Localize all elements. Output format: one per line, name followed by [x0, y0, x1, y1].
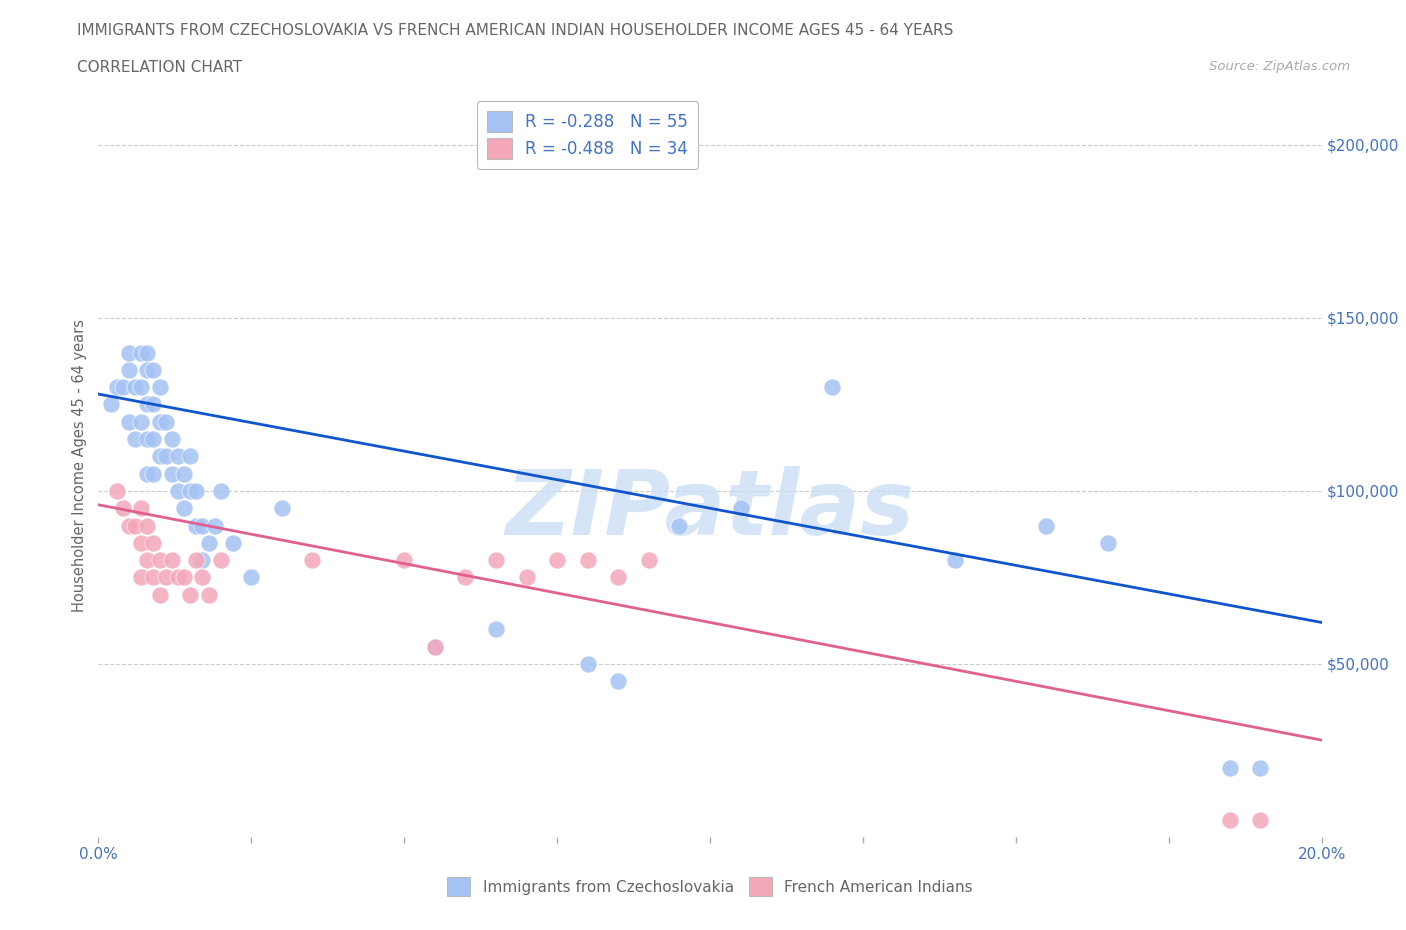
- Point: [1097, 536, 1119, 551]
- Point: [301, 552, 323, 567]
- Point: [516, 570, 538, 585]
- Point: [179, 449, 201, 464]
- Point: [111, 501, 134, 516]
- Point: [576, 657, 599, 671]
- Point: [191, 570, 214, 585]
- Point: [105, 484, 128, 498]
- Text: ZIPatlas: ZIPatlas: [506, 466, 914, 553]
- Y-axis label: Householder Income Ages 45 - 64 years: Householder Income Ages 45 - 64 years: [72, 318, 87, 612]
- Point: [118, 345, 141, 360]
- Point: [821, 379, 844, 394]
- Point: [160, 432, 183, 446]
- Point: [668, 518, 690, 533]
- Point: [142, 397, 165, 412]
- Point: [179, 588, 201, 603]
- Point: [149, 449, 172, 464]
- Point: [100, 397, 122, 412]
- Point: [1219, 812, 1241, 827]
- Point: [136, 345, 159, 360]
- Point: [186, 552, 208, 567]
- Point: [149, 414, 172, 429]
- Point: [240, 570, 263, 585]
- Point: [607, 570, 630, 585]
- Point: [197, 536, 219, 551]
- Point: [167, 449, 190, 464]
- Point: [124, 432, 146, 446]
- Point: [124, 518, 146, 533]
- Point: [1219, 761, 1241, 776]
- Point: [136, 552, 159, 567]
- Point: [155, 414, 177, 429]
- Point: [129, 501, 152, 516]
- Point: [423, 639, 446, 654]
- Point: [173, 501, 195, 516]
- Point: [222, 536, 245, 551]
- Point: [943, 552, 966, 567]
- Point: [118, 363, 141, 378]
- Point: [129, 345, 152, 360]
- Point: [204, 518, 226, 533]
- Text: IMMIGRANTS FROM CZECHOSLOVAKIA VS FRENCH AMERICAN INDIAN HOUSEHOLDER INCOME AGES: IMMIGRANTS FROM CZECHOSLOVAKIA VS FRENCH…: [77, 23, 953, 38]
- Point: [155, 449, 177, 464]
- Point: [576, 552, 599, 567]
- Point: [142, 570, 165, 585]
- Point: [149, 588, 172, 603]
- Point: [142, 536, 165, 551]
- Point: [118, 518, 141, 533]
- Point: [129, 536, 152, 551]
- Point: [136, 363, 159, 378]
- Point: [136, 397, 159, 412]
- Point: [730, 501, 752, 516]
- Point: [197, 588, 219, 603]
- Point: [546, 552, 568, 567]
- Point: [149, 379, 172, 394]
- Point: [129, 379, 152, 394]
- Point: [1035, 518, 1057, 533]
- Point: [136, 466, 159, 481]
- Point: [136, 432, 159, 446]
- Point: [179, 484, 201, 498]
- Point: [392, 552, 416, 567]
- Text: CORRELATION CHART: CORRELATION CHART: [77, 60, 242, 75]
- Point: [129, 570, 152, 585]
- Point: [167, 484, 190, 498]
- Point: [105, 379, 128, 394]
- Point: [142, 432, 165, 446]
- Point: [142, 466, 165, 481]
- Point: [191, 552, 214, 567]
- Point: [485, 622, 508, 637]
- Point: [186, 484, 208, 498]
- Point: [129, 414, 152, 429]
- Point: [270, 501, 292, 516]
- Point: [209, 484, 232, 498]
- Point: [423, 639, 446, 654]
- Text: Source: ZipAtlas.com: Source: ZipAtlas.com: [1209, 60, 1350, 73]
- Point: [485, 552, 508, 567]
- Point: [118, 414, 141, 429]
- Point: [173, 466, 195, 481]
- Point: [173, 570, 195, 585]
- Point: [124, 379, 146, 394]
- Legend: Immigrants from Czechoslovakia, French American Indians: Immigrants from Czechoslovakia, French A…: [440, 870, 980, 904]
- Point: [160, 466, 183, 481]
- Point: [209, 552, 232, 567]
- Point: [637, 552, 661, 567]
- Point: [142, 363, 165, 378]
- Point: [1249, 812, 1271, 827]
- Point: [111, 379, 134, 394]
- Point: [454, 570, 477, 585]
- Point: [607, 674, 630, 689]
- Point: [1249, 761, 1271, 776]
- Point: [186, 518, 208, 533]
- Point: [155, 570, 177, 585]
- Point: [136, 518, 159, 533]
- Point: [160, 552, 183, 567]
- Point: [149, 552, 172, 567]
- Point: [167, 570, 190, 585]
- Point: [191, 518, 214, 533]
